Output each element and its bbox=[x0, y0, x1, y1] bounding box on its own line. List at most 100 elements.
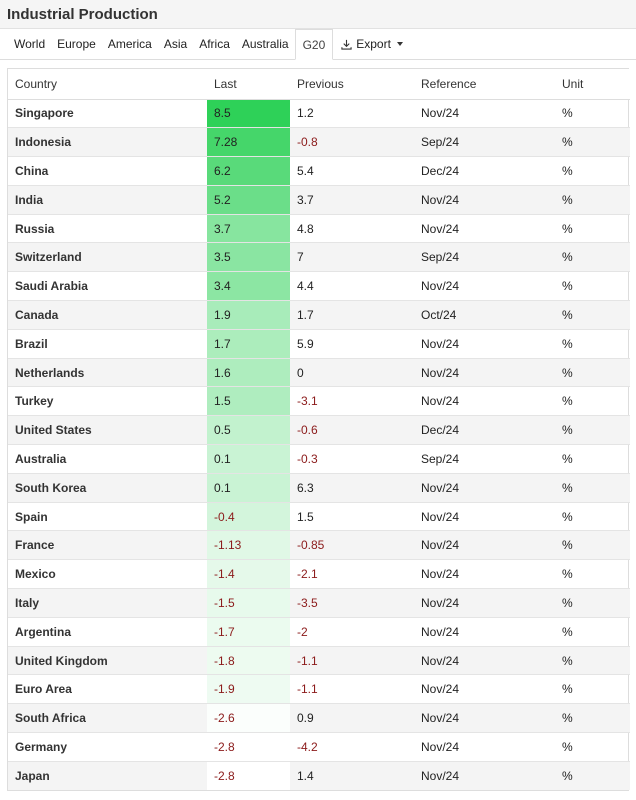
tab-europe[interactable]: Europe bbox=[57, 37, 96, 51]
country[interactable]: India bbox=[8, 184, 207, 215]
previous-value: -1.1 bbox=[290, 645, 414, 675]
table-header-row: Country Last Previous Reference Unit bbox=[8, 69, 630, 100]
country[interactable]: Switzerland bbox=[8, 242, 207, 272]
previous-value: 3.7 bbox=[290, 184, 414, 215]
country[interactable]: United States bbox=[8, 415, 207, 445]
previous-value: -0.8 bbox=[290, 127, 414, 157]
country[interactable]: Japan bbox=[8, 760, 207, 791]
unit-value: % bbox=[555, 760, 630, 791]
header-reference[interactable]: Reference bbox=[414, 69, 555, 100]
reference-value: Nov/24 bbox=[414, 213, 555, 243]
unit-value: % bbox=[555, 127, 630, 157]
table-row: Canada 1.9 1.7 Oct/24% bbox=[8, 300, 630, 330]
previous-value: 4.4 bbox=[290, 271, 414, 301]
country[interactable]: France bbox=[8, 530, 207, 560]
country[interactable]: Canada bbox=[8, 300, 207, 330]
country[interactable]: Russia bbox=[8, 213, 207, 243]
reference-value: Nov/24 bbox=[414, 472, 555, 503]
country[interactable]: Australia bbox=[8, 444, 207, 474]
reference-value: Nov/24 bbox=[414, 271, 555, 301]
previous-value: 4.8 bbox=[290, 213, 414, 243]
chevron-down-icon bbox=[396, 42, 403, 46]
reference-value: Nov/24 bbox=[414, 645, 555, 675]
country[interactable]: Euro Area bbox=[8, 674, 207, 704]
last-value: 3.7 bbox=[207, 213, 290, 243]
previous-value: -0.3 bbox=[290, 444, 414, 474]
table-row: Russia 3.7 4.8 Nov/24% bbox=[8, 213, 630, 243]
export-label: Export bbox=[356, 37, 391, 51]
country[interactable]: Argentina bbox=[8, 616, 207, 647]
last-value: 7.28 bbox=[207, 127, 290, 157]
country[interactable]: Turkey bbox=[8, 386, 207, 416]
unit-value: % bbox=[555, 472, 630, 503]
last-value: -2.8 bbox=[207, 732, 290, 762]
unit-value: % bbox=[555, 588, 630, 618]
tab-australia[interactable]: Australia bbox=[241, 37, 289, 51]
previous-value: 7 bbox=[290, 242, 414, 272]
unit-value: % bbox=[555, 357, 630, 387]
last-value: 0.1 bbox=[207, 472, 290, 503]
last-value: 1.6 bbox=[207, 357, 290, 387]
country[interactable]: Indonesia bbox=[8, 127, 207, 157]
reference-value: Nov/24 bbox=[414, 674, 555, 704]
tab-africa[interactable]: Africa bbox=[199, 37, 230, 51]
unit-value: % bbox=[555, 328, 630, 359]
previous-value: 1.2 bbox=[290, 98, 414, 128]
page-title: Industrial Production bbox=[0, 0, 636, 29]
download-icon bbox=[341, 39, 352, 50]
country[interactable]: Germany bbox=[8, 732, 207, 762]
previous-value: 0 bbox=[290, 357, 414, 387]
country[interactable]: Spain bbox=[8, 501, 207, 531]
last-value: -0.4 bbox=[207, 501, 290, 531]
previous-value: -2.1 bbox=[290, 559, 414, 589]
header-country[interactable]: Country bbox=[8, 69, 207, 100]
last-value: -1.5 bbox=[207, 588, 290, 618]
reference-value: Sep/24 bbox=[414, 242, 555, 272]
reference-value: Nov/24 bbox=[414, 386, 555, 416]
last-value: -2.6 bbox=[207, 703, 290, 733]
header-unit[interactable]: Unit bbox=[555, 69, 630, 100]
tab-asia[interactable]: Asia bbox=[163, 37, 188, 51]
table-row: Germany -2.8 -4.2 Nov/24% bbox=[8, 732, 630, 762]
tab-america[interactable]: America bbox=[107, 37, 152, 51]
tab-g20[interactable]: G20 bbox=[294, 29, 334, 60]
reference-value: Nov/24 bbox=[414, 703, 555, 733]
country[interactable]: Brazil bbox=[8, 328, 207, 359]
header-previous[interactable]: Previous bbox=[290, 69, 414, 100]
previous-value: -0.6 bbox=[290, 415, 414, 445]
country[interactable]: Mexico bbox=[8, 559, 207, 589]
table-row: Netherlands 1.6 0 Nov/24% bbox=[8, 357, 630, 387]
previous-value: -1.1 bbox=[290, 674, 414, 704]
reference-value: Nov/24 bbox=[414, 184, 555, 215]
reference-value: Nov/24 bbox=[414, 328, 555, 359]
data-table: Country Last Previous Reference Unit Sin… bbox=[7, 68, 630, 792]
last-value: 5.2 bbox=[207, 184, 290, 215]
last-value: 6.2 bbox=[207, 156, 290, 186]
country[interactable]: United Kingdom bbox=[8, 645, 207, 675]
country[interactable]: Saudi Arabia bbox=[8, 271, 207, 301]
previous-value: 0.9 bbox=[290, 703, 414, 733]
country[interactable]: China bbox=[8, 156, 207, 186]
previous-value: 1.5 bbox=[290, 501, 414, 531]
previous-value: -3.1 bbox=[290, 386, 414, 416]
country[interactable]: South Korea bbox=[8, 472, 207, 503]
country[interactable]: Singapore bbox=[8, 98, 207, 128]
previous-value: 5.4 bbox=[290, 156, 414, 186]
country[interactable]: Italy bbox=[8, 588, 207, 618]
table-row: France -1.13 -0.85 Nov/24% bbox=[8, 530, 630, 560]
table-row: Japan -2.8 1.4 Nov/24% bbox=[8, 760, 630, 791]
export-button[interactable]: Export bbox=[333, 29, 409, 59]
unit-value: % bbox=[555, 242, 630, 272]
unit-value: % bbox=[555, 703, 630, 733]
table-row: Italy -1.5 -3.5 Nov/24% bbox=[8, 588, 630, 618]
unit-value: % bbox=[555, 98, 630, 128]
table-row: Brazil 1.7 5.9 Nov/24% bbox=[8, 328, 630, 359]
country[interactable]: Netherlands bbox=[8, 357, 207, 387]
previous-value: -2 bbox=[290, 616, 414, 647]
header-last[interactable]: Last bbox=[207, 69, 290, 100]
tab-world[interactable]: World bbox=[14, 37, 46, 51]
unit-value: % bbox=[555, 300, 630, 330]
reference-value: Oct/24 bbox=[414, 300, 555, 330]
reference-value: Nov/24 bbox=[414, 559, 555, 589]
country[interactable]: South Africa bbox=[8, 703, 207, 733]
